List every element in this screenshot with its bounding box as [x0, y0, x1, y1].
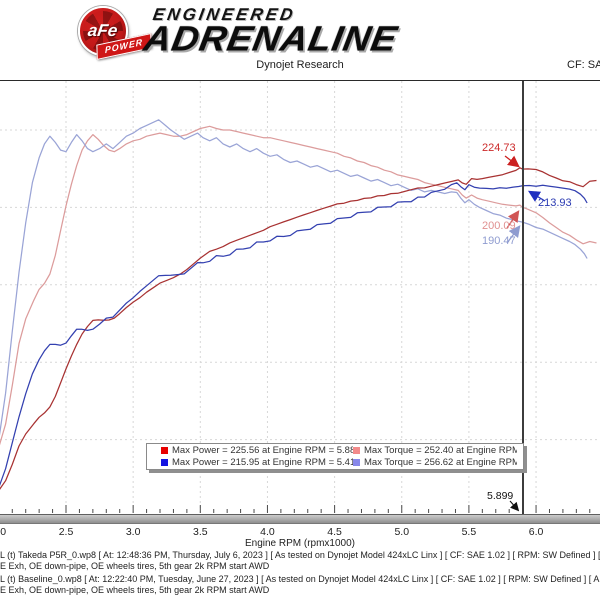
- annotation-torque-red: 200.09: [482, 220, 516, 232]
- annotation-power-red: 224.73: [482, 142, 516, 154]
- legend-swatch: [353, 447, 360, 454]
- legend-swatch: [161, 459, 168, 466]
- legend-item: Max Torque = 256.62 at Engine RPM = 3.19: [353, 457, 517, 469]
- legend-label: Max Power = 215.95 at Engine RPM = 5.41: [172, 457, 353, 468]
- annotation-cursor-rpm: 5.899: [487, 490, 514, 502]
- legend-box: Max Power = 225.56 at Engine RPM = 5.88 M…: [146, 443, 524, 470]
- x-tick-label: 2.0: [0, 526, 7, 538]
- legend-label: Max Torque = 256.62 at Engine RPM = 3.19: [364, 457, 517, 468]
- x-axis-title: Engine RPM (rpmx1000): [244, 538, 356, 549]
- legend-label: Max Power = 225.56 at Engine RPM = 5.88: [172, 445, 353, 456]
- annotation-torque-blue: 190.47: [482, 235, 516, 247]
- annotation-power-blue: 213.93: [538, 197, 572, 209]
- chart-top-border: [0, 80, 600, 81]
- annotation-arrows: [504, 155, 546, 512]
- x-tick-label: 5.0: [394, 526, 410, 538]
- takeda-torque-curve: [0, 125, 597, 446]
- legend-item: Max Torque = 252.40 at Engine RPM = 3.57: [353, 445, 517, 457]
- cf-label: CF: SA: [567, 59, 600, 71]
- legend-label: Max Torque = 252.40 at Engine RPM = 3.57: [364, 445, 517, 456]
- x-tick-label: 6.0: [528, 526, 544, 538]
- x-tick-label: 2.5: [58, 526, 74, 538]
- x-tick-label: 4.5: [327, 526, 342, 538]
- footer-line: L (t) Baseline_0.wp8 [ At: 12:22:40 PM, …: [0, 574, 600, 584]
- x-tick-label: 4.0: [260, 526, 275, 538]
- x-tick-label: 3.0: [125, 526, 141, 538]
- rpm-cursor-line[interactable]: [522, 81, 524, 514]
- legend-item: Max Power = 215.95 at Engine RPM = 5.41: [161, 457, 353, 469]
- takeda-power-curve: [0, 167, 597, 490]
- x-tick-label: 3.5: [192, 526, 208, 538]
- x-axis-bar: [0, 514, 600, 524]
- footer-line: E Exh, OE down-pipe, OE wheels tires, 5t…: [0, 585, 270, 595]
- x-tick-label: 5.5: [461, 526, 477, 538]
- legend-item: Max Power = 225.56 at Engine RPM = 5.88: [161, 445, 353, 457]
- footer-line: L (t) Takeda P5R_0.wp8 [ At: 12:48:36 PM…: [0, 550, 600, 560]
- footer-line: E Exh, OE down-pipe, OE wheels tires, 5t…: [0, 561, 270, 571]
- x-axis-tick-labels: 2.0 2.5 3.0 3.5 4.0 4.5 5.0 5.5 6.0: [0, 526, 600, 539]
- baseline-power-curve: [0, 182, 588, 487]
- legend-swatch: [353, 459, 360, 466]
- legend-swatch: [161, 447, 168, 454]
- dynojet-research-label: Dynojet Research: [256, 59, 344, 71]
- baseline-torque-curve: [0, 119, 588, 436]
